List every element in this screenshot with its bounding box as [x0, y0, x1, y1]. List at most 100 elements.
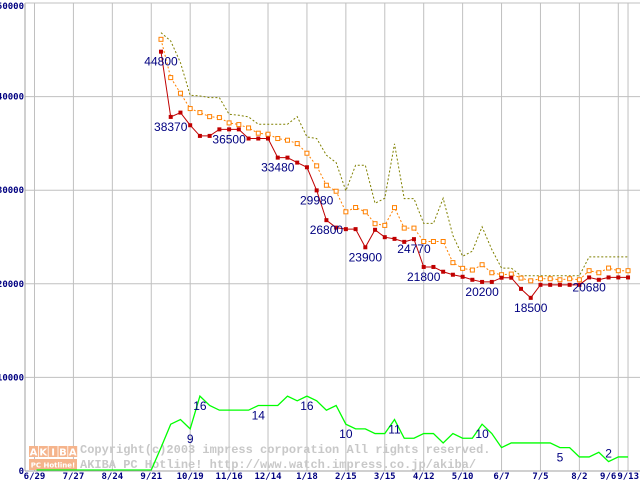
x-tick-label: 11/16 [216, 472, 243, 480]
logo-letter-box [29, 446, 38, 457]
shop_count-data-label: 5 [557, 451, 564, 465]
shop_count-data-label: 14 [252, 408, 266, 422]
min-data-label: 20200 [465, 285, 499, 299]
logo-sub-text: PC Hotline! [31, 462, 75, 470]
min-point [285, 155, 290, 160]
average-point [567, 276, 573, 282]
min-point [343, 227, 348, 232]
average-point [537, 276, 543, 282]
min-data-label: 23900 [349, 250, 383, 264]
series-max [160, 32, 629, 277]
min-point [470, 277, 475, 282]
min-point [275, 155, 280, 160]
min-data-label: 26800 [310, 223, 344, 237]
average-point [421, 238, 427, 244]
x-tick-label: 6/7 [493, 472, 509, 480]
series-layer [36, 32, 631, 471]
average-point [275, 136, 281, 142]
min-point [168, 114, 173, 119]
logo-sub-box [29, 459, 77, 470]
average-point [187, 106, 193, 112]
y-tick-label: 40000 [0, 93, 24, 103]
min-point [382, 235, 387, 240]
min-point [324, 218, 329, 223]
average-point [557, 277, 563, 283]
average-point [469, 267, 475, 273]
min-point [353, 227, 358, 232]
average-point [236, 122, 242, 128]
average-point [323, 182, 329, 188]
x-tick-label: 4/12 [413, 472, 435, 480]
min-data-label: 33480 [261, 161, 295, 175]
average-point [547, 276, 553, 282]
x-tick-label: 10/19 [177, 472, 204, 480]
logo-letter-box [68, 446, 78, 457]
average-point [440, 238, 446, 244]
average-point [304, 150, 310, 156]
logo-letter: B [59, 448, 67, 459]
average-point [518, 275, 524, 281]
average-point [197, 110, 203, 116]
shop_count-data-label: 10 [339, 427, 353, 441]
min-point [392, 236, 397, 241]
shop_count-data-label: 16 [300, 399, 314, 413]
shop_count-line [36, 394, 629, 471]
min-data-label: 29980 [300, 193, 334, 207]
average-point [586, 268, 592, 274]
logo-letter-box [38, 446, 48, 457]
min-point [431, 264, 436, 269]
min-point [178, 110, 183, 115]
average-point [362, 209, 368, 215]
x-tick-label: 9/6 [600, 472, 616, 480]
watermark: A K I B APC Hotline! Copyright(c)2003 impres… [29, 443, 490, 472]
average-point [294, 141, 300, 147]
average-point [576, 277, 582, 283]
average-point [226, 120, 232, 126]
max-line [160, 32, 629, 277]
shop_count-data-label: 16 [193, 399, 207, 413]
average-point [528, 278, 534, 284]
shop_count-data-label: 2 [605, 447, 612, 461]
min-point [626, 275, 631, 280]
min-point [616, 275, 621, 280]
min-point [519, 286, 523, 291]
average-point [372, 221, 378, 227]
average-point [177, 90, 183, 96]
min-point [557, 282, 562, 287]
min-point [207, 133, 212, 138]
min-point [421, 264, 426, 269]
min-data-label: 36500 [212, 132, 246, 146]
x-tick-label: 2/15 [335, 472, 357, 480]
average-point [606, 265, 612, 271]
average-point [450, 260, 456, 266]
copyright-text: Copyright(c)2003 impress corporation All… [80, 443, 490, 457]
average-point [255, 130, 261, 136]
data-labels: 44800 38370 36500 33480 29980 26800 23900 24770… [144, 55, 612, 465]
series-shop_count [36, 394, 629, 471]
min-point [587, 275, 592, 280]
logo-letter-box [48, 446, 58, 457]
average-point [508, 271, 514, 277]
min-point [217, 127, 222, 132]
x-tick-label: 8/2 [571, 472, 587, 480]
min-point [295, 160, 300, 165]
y-tick-label: 30000 [0, 186, 24, 196]
min-point [606, 275, 611, 280]
min-point [334, 225, 339, 230]
average-point [401, 225, 407, 231]
average-point [168, 75, 174, 81]
x-tick-label: 7/27 [63, 472, 85, 480]
akiba-logo: A K I B APC Hotline! [29, 446, 78, 470]
series-average [158, 36, 631, 284]
logo-letter: I [51, 448, 55, 459]
average-point [479, 262, 485, 268]
min-point [304, 165, 309, 170]
min-point [246, 136, 251, 141]
x-tick-label: 5/10 [452, 472, 474, 480]
min-point [197, 133, 202, 138]
x-tick-label: 9/21 [140, 472, 162, 480]
min-point [227, 127, 232, 132]
average-point [382, 222, 388, 228]
min-point [450, 272, 455, 277]
